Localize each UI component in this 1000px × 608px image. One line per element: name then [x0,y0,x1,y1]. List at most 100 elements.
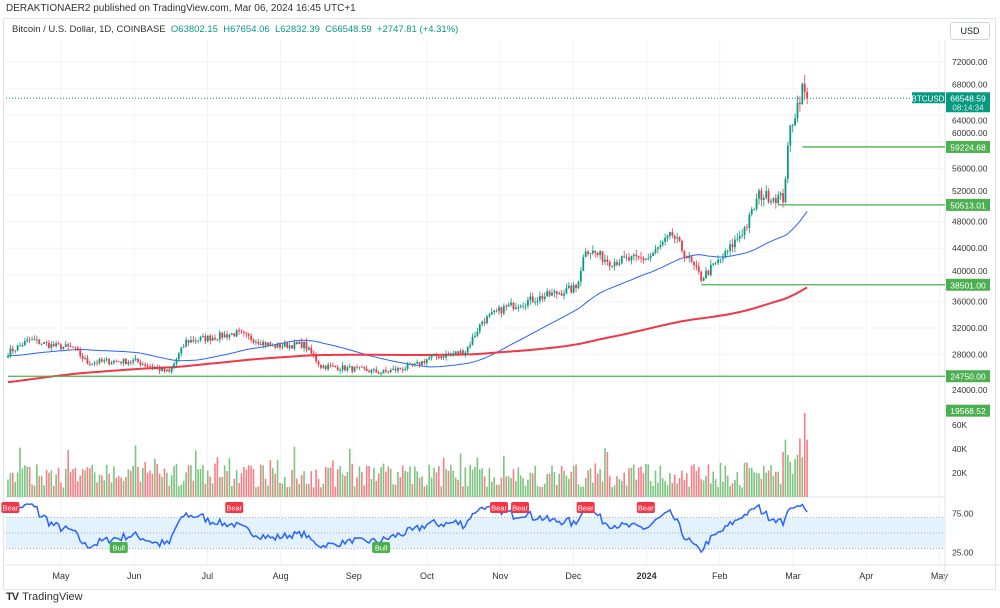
volume-bar [652,485,654,497]
candle-body [693,261,695,266]
volume-bar [387,466,390,497]
volume-bar [476,457,479,497]
volume-bar [57,467,60,497]
symbol-tag: BTCUSD [912,94,945,103]
candle-body [344,365,346,371]
volume-bar [416,471,418,497]
volume-bar [726,475,729,497]
volume-bar [738,485,741,497]
candle-body [772,198,775,202]
volume-bar [459,453,462,497]
volume-bar [202,465,204,497]
candle-body [247,333,250,336]
tradingview-logo[interactable]: TV TradingView [6,591,83,603]
volume-bar [582,486,585,497]
level-label: 50513.01 [950,200,986,210]
volume-bar [327,468,329,497]
candle-body [267,342,269,346]
volume-bar [673,474,676,497]
candle-body [252,339,255,343]
candle-body [784,178,787,203]
candle-body [194,341,197,342]
volume-bar [79,475,82,497]
candle-body [572,284,575,293]
candle-body [608,261,611,267]
volume-bar [705,475,707,497]
volume-tick-label: 40K [952,444,967,454]
high-value: H67654.06 [223,24,270,35]
candle-body [262,341,265,346]
currency-button[interactable]: USD [950,22,990,40]
candle-body [416,361,419,364]
volume-bar [760,478,763,497]
candle-body [269,342,272,346]
candle-body [801,83,804,105]
candle-body [228,334,231,338]
candle-body [601,251,604,262]
candle-body [734,239,736,248]
volume-bar [601,481,604,497]
volume-bar [163,468,166,497]
candle-body [245,333,248,334]
volume-bar [158,473,161,497]
candle-body [358,366,361,368]
candle-body [765,190,768,198]
candle-body [368,371,370,373]
volume-bar [238,483,240,497]
candle-body [582,257,585,271]
price-tick-label: 44000.00 [952,243,988,253]
volume-bar [623,472,625,497]
candle-body [579,270,582,282]
candle-body [108,359,110,365]
volume-bar [315,469,317,497]
candle-body [454,351,457,354]
candle-body [141,364,144,366]
volume-bar [507,476,510,497]
volume-bar [161,476,163,497]
volume-bar [779,483,782,497]
candle-body [721,257,724,260]
candle-body [685,257,688,259]
volume-bar [791,474,794,497]
volume-bar [219,476,221,497]
candle-body [567,285,570,288]
candle-body [339,370,342,371]
volume-bar [462,486,464,497]
volume-bar [481,468,483,497]
volume-bar [657,482,659,497]
volume-bar [515,481,517,497]
volume-bar [438,466,440,497]
volume-bar [693,464,695,497]
candle-body [632,254,635,257]
candle-body [519,306,522,308]
volume-bar [767,470,770,497]
volume-bar [748,467,751,497]
candle-body [678,237,681,241]
candle-body [375,369,378,373]
candle-body [312,353,315,356]
volume-bar [305,483,308,497]
candle-body [618,263,621,265]
candle-body [55,343,58,347]
price-tick-label: 36000.00 [952,296,988,306]
candle-body [9,348,12,356]
candle-body [21,345,24,347]
volume-bar [409,466,411,497]
volume-bar [604,448,606,497]
candle-body [64,344,67,347]
candle-body [363,367,366,369]
candle-body [332,365,334,367]
candle-body [623,256,626,258]
volume-bar [575,464,577,497]
candle-body [165,369,168,372]
volume-bar [182,480,185,497]
candle-body [449,353,452,355]
candle-body [298,341,301,344]
candle-body [351,366,354,372]
volume-bar [447,470,450,497]
candle-body [606,259,609,262]
volume-bar [421,476,423,497]
volume-tick-label: 20K [952,468,967,478]
candle-body [604,259,606,262]
